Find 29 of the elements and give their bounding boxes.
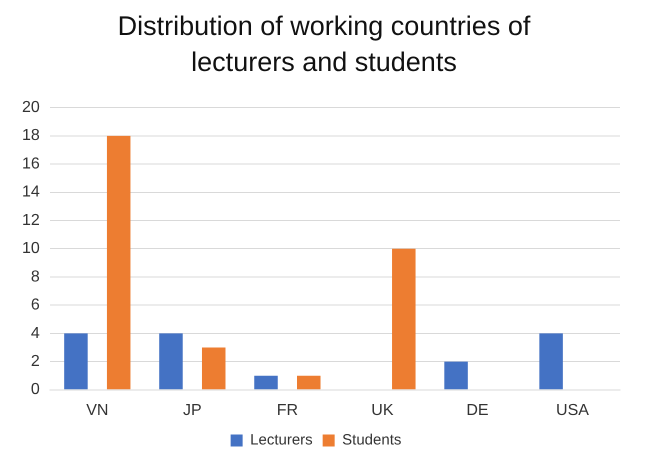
legend-label: Lecturers xyxy=(250,432,313,449)
x-tick-label: VN xyxy=(86,402,108,419)
legend-label: Students xyxy=(342,432,402,449)
bar xyxy=(202,347,226,390)
chart-title: Distribution of working countries of lecturers and students xyxy=(116,10,532,79)
bar xyxy=(159,333,183,390)
bar xyxy=(64,333,88,390)
x-tick-label: FR xyxy=(276,402,298,419)
x-tick-label: DE xyxy=(466,402,489,419)
x-tick-label: UK xyxy=(371,402,394,419)
y-tick-label: 20 xyxy=(22,99,40,116)
y-tick-label: 12 xyxy=(22,212,40,229)
bar xyxy=(254,376,278,390)
y-tick-label: 6 xyxy=(30,296,40,314)
x-tick-label: USA xyxy=(556,402,590,419)
y-tick-label: 2 xyxy=(30,352,40,370)
bar xyxy=(539,333,563,390)
bar xyxy=(106,136,130,390)
y-tick-label: 18 xyxy=(22,127,40,144)
y-tick-label: 16 xyxy=(22,155,40,172)
bar xyxy=(297,376,321,390)
y-tick-label: 8 xyxy=(30,268,40,286)
y-tick-label: 0 xyxy=(30,381,40,398)
x-tick-label: JP xyxy=(183,402,202,419)
y-tick-label: 4 xyxy=(30,324,40,342)
bar xyxy=(444,362,468,390)
bar xyxy=(392,248,416,390)
y-tick-label: 14 xyxy=(22,184,40,201)
y-tick-label: 10 xyxy=(22,240,40,258)
